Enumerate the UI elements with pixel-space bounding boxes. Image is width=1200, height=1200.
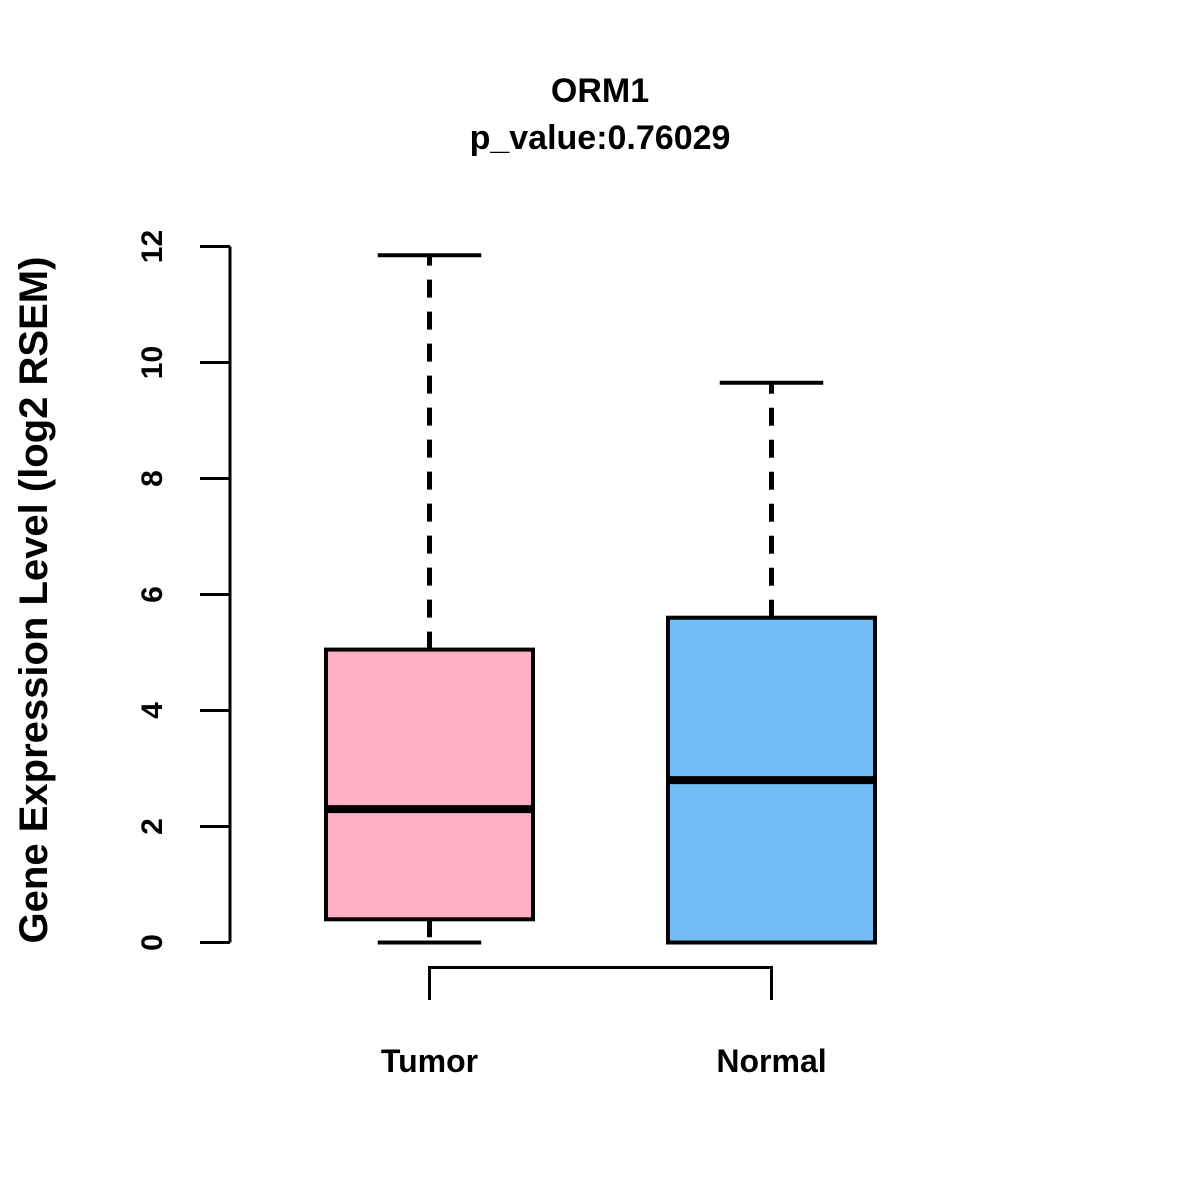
y-tick-label: 8: [136, 470, 169, 487]
comparison-bracket: [428, 966, 773, 1000]
y-tick-label: 10: [136, 346, 169, 379]
category-label-normal: Normal: [716, 1043, 826, 1079]
box-tumor: [324, 647, 535, 922]
y-tick-label: 2: [136, 818, 169, 835]
y-tick-label: 12: [136, 230, 169, 263]
y-tick-label: 4: [136, 702, 169, 719]
chart-subtitle: p_value:0.76029: [469, 119, 731, 157]
category-label-tumor: Tumor: [381, 1043, 478, 1079]
y-tick-label: 0: [136, 934, 169, 951]
chart-title: ORM1: [550, 72, 650, 110]
y-tick-label: 6: [136, 586, 169, 603]
